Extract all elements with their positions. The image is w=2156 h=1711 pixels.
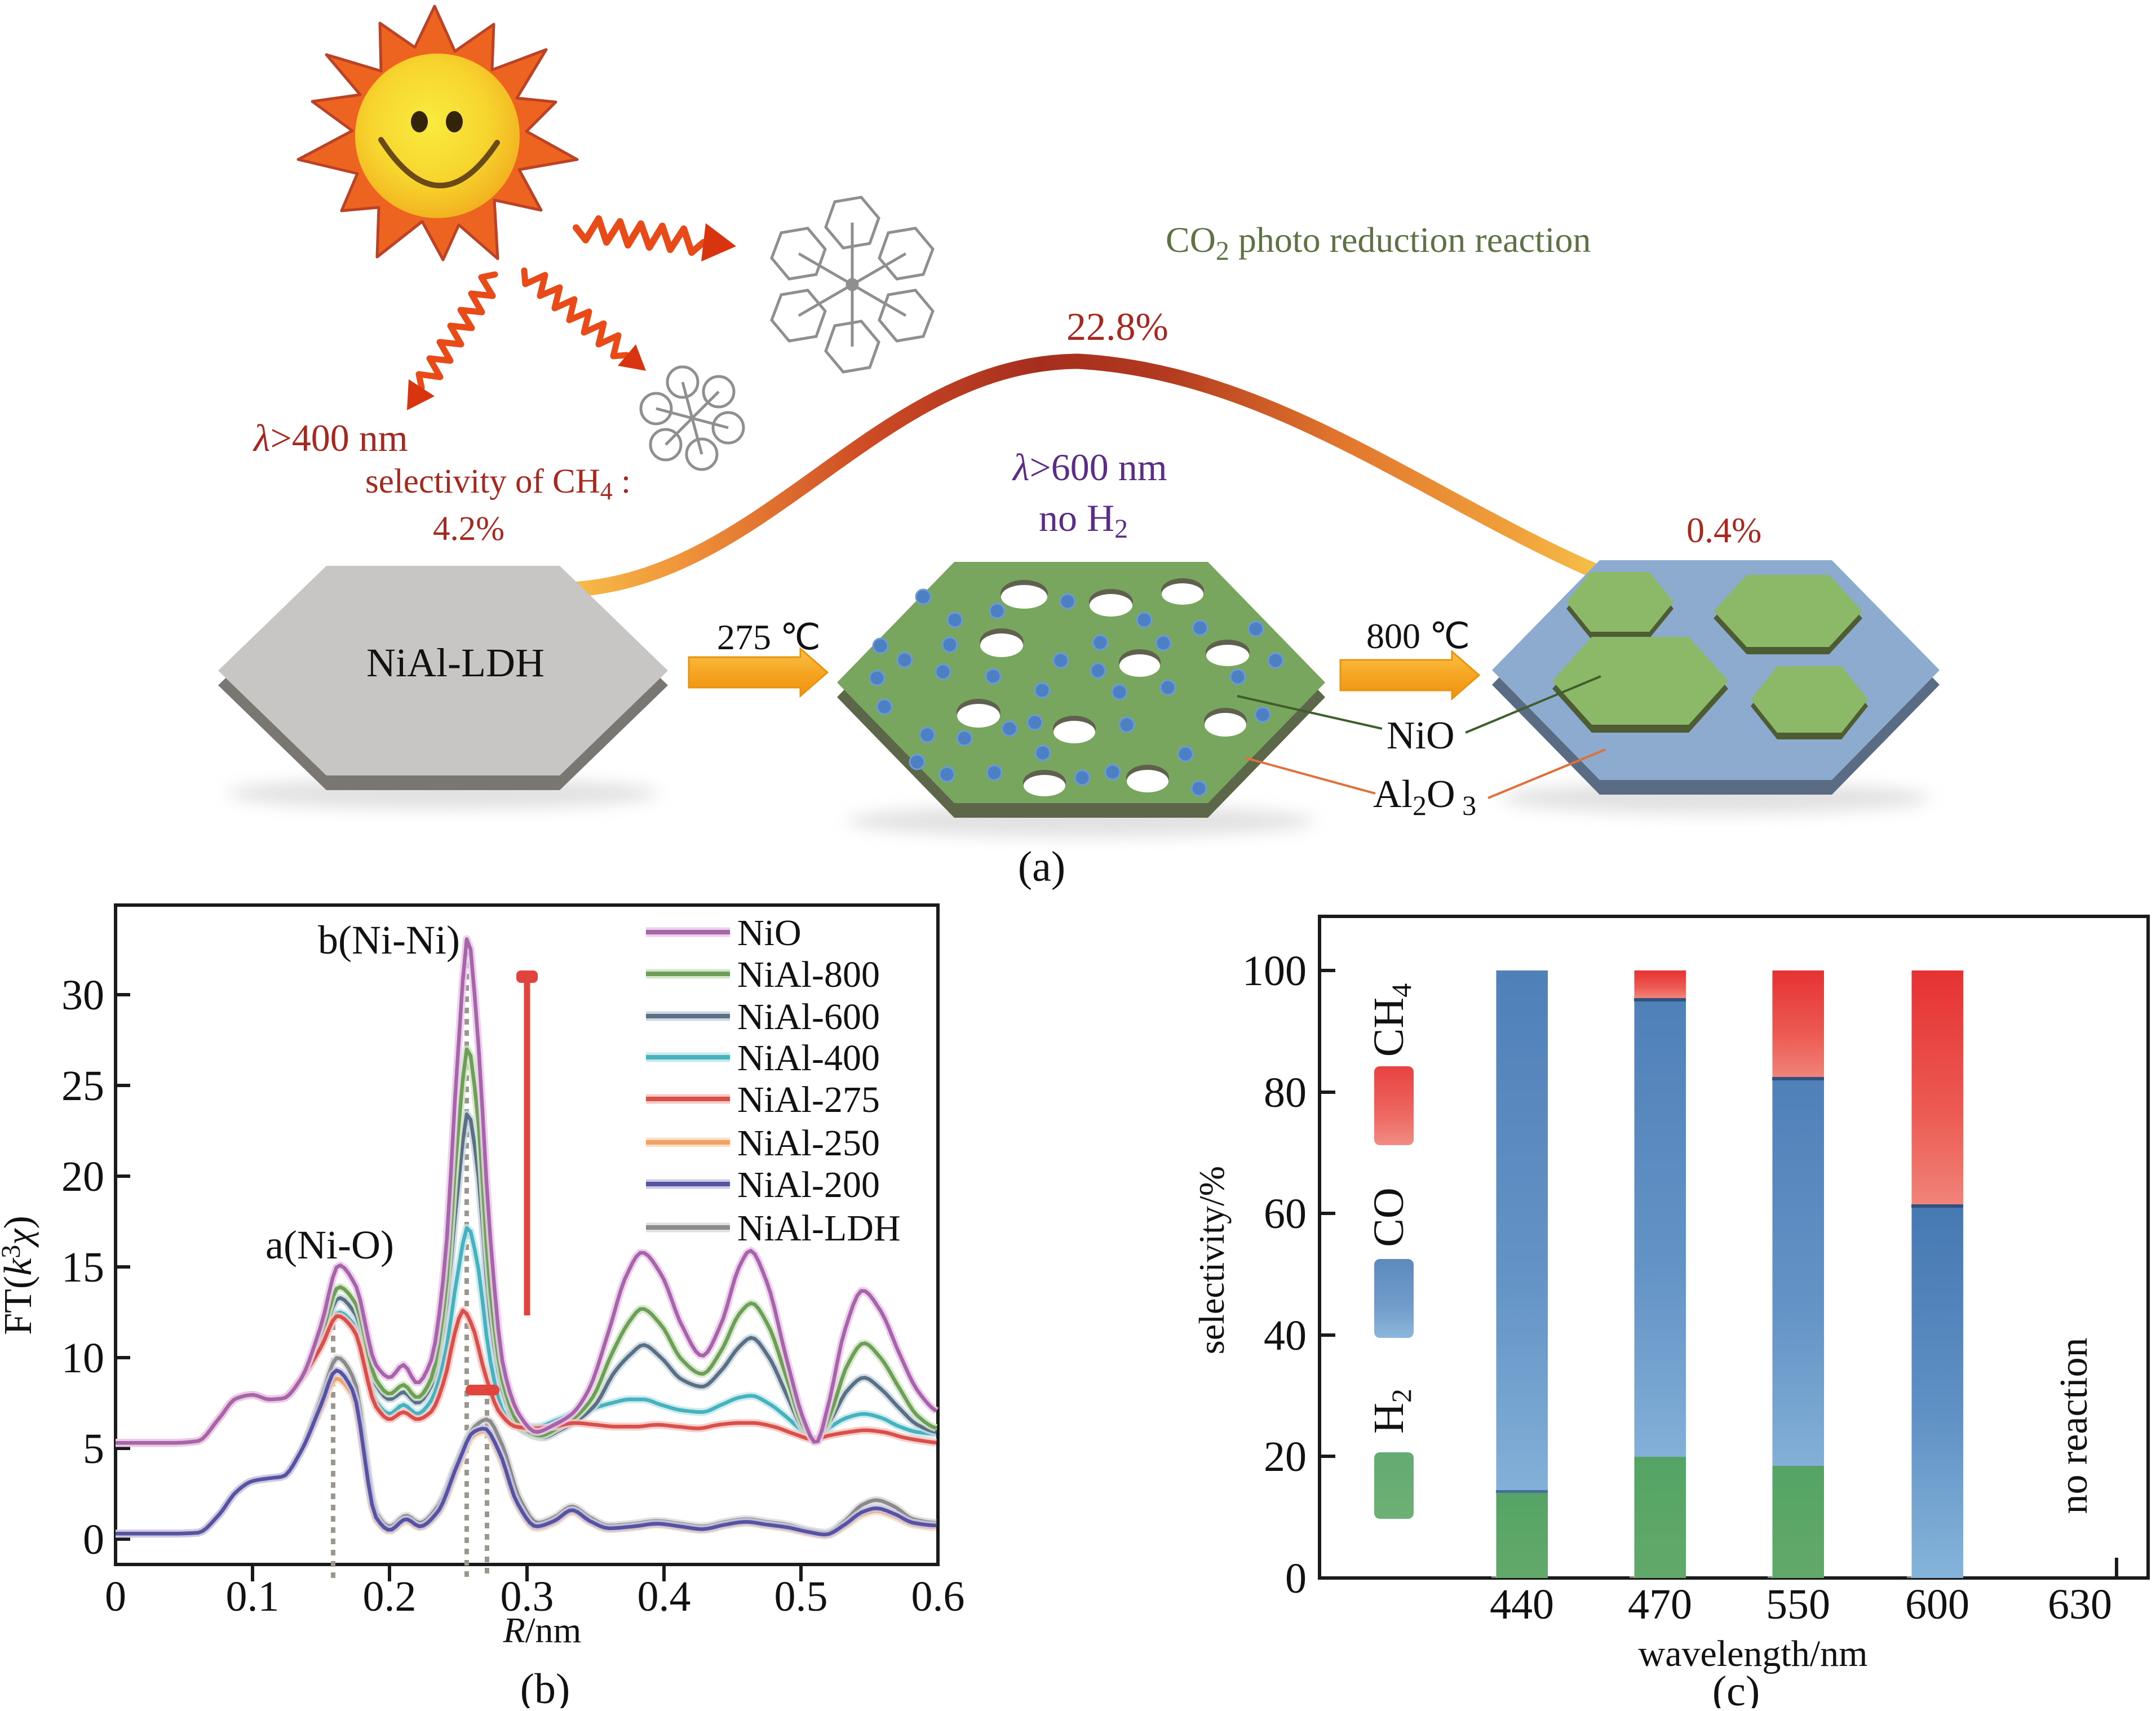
svg-text:no H2: no H2 [1039, 497, 1128, 544]
svg-text:5: 5 [83, 1425, 104, 1473]
svg-text:600: 600 [1905, 1581, 1969, 1628]
svg-text:0.1: 0.1 [226, 1573, 280, 1620]
svg-text:30: 30 [61, 972, 104, 1019]
svg-text:no reaction: no reaction [2052, 1338, 2096, 1514]
svg-text:4.2%: 4.2% [433, 510, 504, 548]
svg-text:NiAl-600: NiAl-600 [737, 996, 880, 1038]
svg-text:0.6: 0.6 [911, 1573, 965, 1620]
svg-text:0: 0 [1285, 1555, 1307, 1602]
svg-text:22.8%: 22.8% [1066, 305, 1168, 349]
svg-text:(b): (b) [520, 1665, 570, 1708]
svg-text:λ>400 nm: λ>400 nm [253, 416, 408, 459]
svg-text:λ>600 nm: λ>600 nm [1012, 446, 1167, 489]
svg-text:selectivity/%: selectivity/% [1192, 1166, 1232, 1354]
svg-text:NiAl-200: NiAl-200 [737, 1164, 880, 1205]
svg-text:FT(k3χ): FT(k3χ) [0, 1216, 40, 1335]
svg-text:NiAl-400: NiAl-400 [737, 1038, 880, 1079]
svg-text:CO2 photo reduction reaction: CO2 photo reduction reaction [1166, 220, 1591, 266]
svg-text:40: 40 [1264, 1312, 1307, 1359]
svg-text:275 ℃: 275 ℃ [717, 617, 821, 657]
svg-text:0: 0 [105, 1573, 126, 1620]
svg-text:R/nm: R/nm [503, 1610, 582, 1650]
svg-text:80: 80 [1264, 1069, 1307, 1116]
svg-text:a(Ni-O): a(Ni-O) [265, 1222, 394, 1267]
svg-text:15: 15 [61, 1244, 104, 1291]
svg-text:60: 60 [1264, 1190, 1307, 1238]
svg-text:0.4%: 0.4% [1686, 510, 1761, 550]
svg-text:CO: CO [1365, 1187, 1413, 1247]
svg-text:440: 440 [1490, 1581, 1554, 1628]
svg-text:470: 470 [1628, 1581, 1692, 1628]
svg-text:0: 0 [83, 1516, 104, 1563]
svg-text:selectivity of CH4 :: selectivity of CH4 : [365, 463, 631, 505]
svg-text:25: 25 [61, 1062, 104, 1110]
svg-text:NiAl-LDH: NiAl-LDH [366, 640, 544, 685]
svg-text:NiO: NiO [1387, 714, 1455, 757]
svg-text:0.5: 0.5 [774, 1573, 828, 1620]
svg-text:0.2: 0.2 [363, 1573, 417, 1620]
svg-text:NiAl-800: NiAl-800 [737, 954, 880, 995]
svg-text:NiAl-LDH: NiAl-LDH [737, 1208, 901, 1249]
svg-text:630: 630 [2048, 1581, 2112, 1628]
svg-text:NiAl-250: NiAl-250 [737, 1123, 880, 1164]
svg-text:(c): (c) [1712, 1668, 1760, 1708]
svg-text:100: 100 [1242, 947, 1307, 995]
svg-text:b(Ni-Ni): b(Ni-Ni) [318, 917, 460, 963]
svg-text:NiO: NiO [737, 912, 802, 954]
svg-text:0.4: 0.4 [637, 1573, 691, 1620]
svg-text:wavelength/nm: wavelength/nm [1639, 1633, 1868, 1674]
svg-text:0.3: 0.3 [501, 1573, 554, 1620]
svg-text:550: 550 [1766, 1581, 1830, 1628]
svg-text:800 ℃: 800 ℃ [1366, 616, 1470, 656]
svg-text:H2: H2 [1365, 1389, 1417, 1434]
svg-text:20: 20 [1264, 1433, 1307, 1480]
svg-text:NiAl-275: NiAl-275 [737, 1079, 880, 1120]
svg-text:20: 20 [61, 1153, 104, 1200]
svg-text:(a): (a) [1018, 843, 1065, 890]
svg-text:10: 10 [61, 1335, 104, 1382]
